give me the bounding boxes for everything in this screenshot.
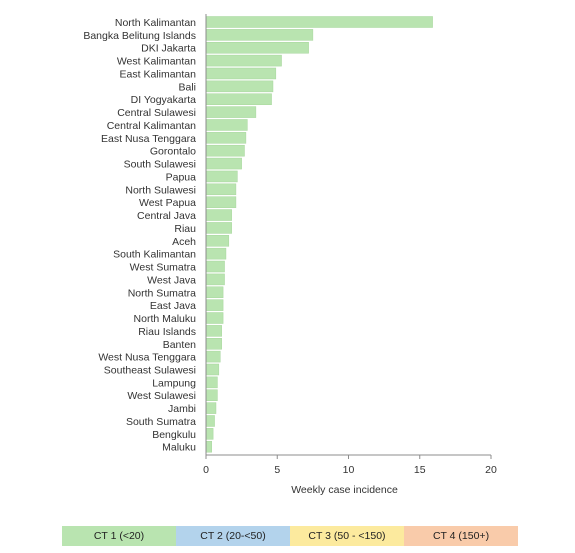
category-label: DI Yogyakarta (131, 94, 197, 106)
x-ticks: 0 5 10 15 20 (203, 455, 497, 476)
bar (205, 144, 245, 157)
category-label: Aceh (172, 236, 196, 248)
bar (205, 16, 433, 28)
bar (205, 415, 215, 427)
bar (205, 80, 274, 93)
x-tick-label: 20 (485, 464, 497, 476)
category-label: Bengkulu (152, 429, 196, 441)
bar (205, 222, 232, 234)
category-label: West Nusa Tenggara (98, 352, 196, 364)
legend-item: CT 2 (20-<50) (176, 526, 290, 546)
category-label: South Kalimantan (113, 249, 196, 261)
legend-item: CT 1 (<20) (62, 526, 176, 546)
bar (205, 119, 248, 131)
category-label: South Sumatra (126, 416, 196, 428)
category-label: Riau (174, 223, 196, 235)
category-label: Gorontalo (150, 146, 196, 158)
category-label: Riau Islands (138, 326, 196, 338)
bar (205, 299, 224, 311)
x-axis-title: Weekly case incidence (291, 484, 398, 496)
bar (205, 132, 247, 144)
category-label: Central Kalimantan (107, 120, 196, 132)
category-label: East Java (150, 300, 196, 312)
bar (205, 428, 214, 440)
bar (205, 93, 272, 105)
category-label: West Papua (139, 197, 196, 209)
x-tick-label: 0 (203, 464, 209, 476)
legend-item: CT 4 (150+) (404, 526, 518, 546)
category-label: North Maluku (134, 313, 197, 325)
bar (205, 41, 309, 54)
category-label: Southeast Sulawesi (104, 364, 196, 376)
bar (205, 29, 314, 41)
category-label: North Sulawesi (125, 184, 196, 196)
category-label: Bangka Belitung Islands (83, 30, 196, 42)
bars-group (205, 16, 433, 453)
category-label: West Java (147, 274, 196, 286)
category-label: DKI Jakarta (141, 43, 196, 55)
category-label: Jambi (168, 403, 196, 415)
category-label: Central Java (137, 210, 196, 222)
bar (205, 440, 212, 453)
category-label: South Sulawesi (124, 159, 196, 171)
bar (205, 325, 222, 337)
bar (205, 196, 237, 208)
bar (205, 312, 224, 324)
category-label: West Sumatra (130, 262, 196, 274)
category-label: East Kalimantan (120, 68, 197, 80)
bar (205, 402, 217, 414)
category-label: Central Sulawesi (117, 107, 196, 119)
category-label: Maluku (162, 442, 196, 454)
legend-item: CT 3 (50 - <150) (290, 526, 404, 546)
category-label: West Kalimantan (117, 56, 196, 68)
x-tick-label: 15 (414, 464, 426, 476)
bar (205, 235, 230, 247)
bar (205, 67, 277, 80)
bar (205, 106, 257, 118)
bar (205, 286, 224, 299)
category-label: North Kalimantan (115, 17, 196, 29)
x-tick-label: 10 (343, 464, 355, 476)
category-label: Lampung (152, 377, 196, 389)
bar (205, 183, 237, 196)
bar (205, 376, 218, 389)
bar (205, 338, 222, 350)
bar (205, 389, 218, 401)
category-label: North Sumatra (128, 287, 196, 299)
category-label: Papua (166, 171, 197, 183)
bar (205, 157, 242, 170)
bar (205, 54, 282, 67)
category-label: East Nusa Tenggara (101, 133, 196, 145)
bar (205, 273, 225, 286)
color-legend: CT 1 (<20) CT 2 (20-<50) CT 3 (50 - <150) C… (62, 526, 518, 546)
bar (205, 350, 221, 363)
category-label: Banten (163, 339, 196, 351)
bar (205, 247, 227, 260)
bar (205, 170, 238, 183)
bar (205, 209, 232, 221)
bar (205, 363, 220, 376)
category-label: West Sulawesi (127, 390, 196, 402)
x-tick-label: 5 (274, 464, 280, 476)
category-label: Bali (178, 81, 196, 93)
bar (205, 260, 225, 273)
